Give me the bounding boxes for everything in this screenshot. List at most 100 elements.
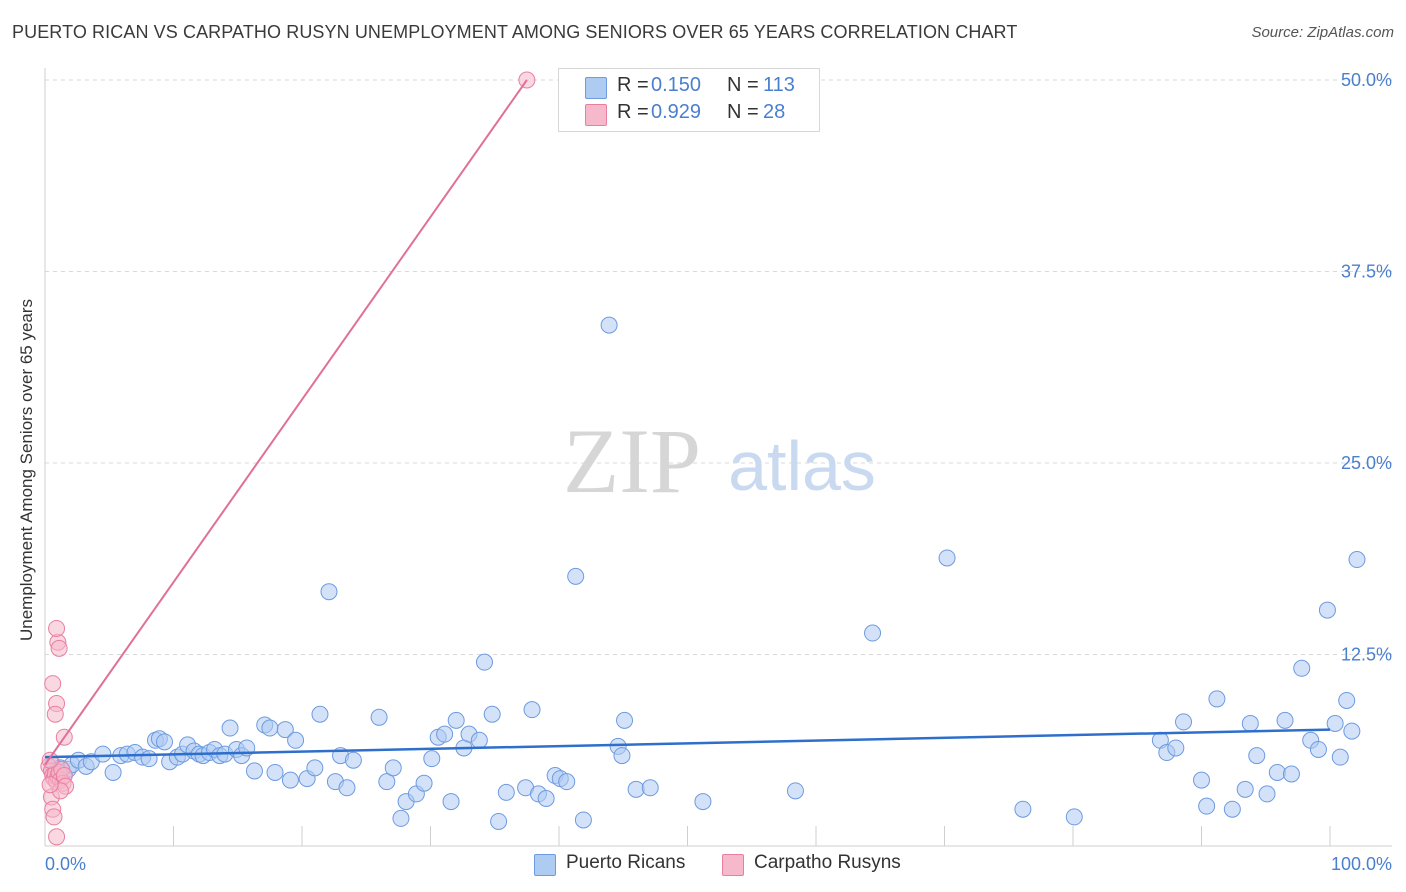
legend-n-value: 28 bbox=[763, 101, 786, 123]
point-puerto-rican bbox=[104, 763, 122, 781]
point-puerto-rican bbox=[415, 774, 433, 792]
y-tick-label: 50.0% bbox=[1341, 70, 1392, 90]
legend-swatch-blue bbox=[585, 77, 607, 99]
point-puerto-rican bbox=[392, 809, 410, 827]
point-puerto-rican bbox=[276, 721, 294, 739]
point-puerto-rican bbox=[483, 705, 501, 723]
point-puerto-rican bbox=[338, 779, 356, 797]
point-carpatho-rusyn bbox=[41, 751, 59, 769]
legend-row-puerto-ricans: R = 0.150 N = 113 bbox=[559, 74, 819, 100]
x-tick-label: 0.0% bbox=[45, 854, 86, 874]
point-puerto-rican bbox=[567, 567, 585, 585]
point-puerto-rican bbox=[641, 779, 659, 797]
point-puerto-rican bbox=[156, 733, 174, 751]
y-tick-label: 25.0% bbox=[1341, 453, 1392, 473]
point-puerto-rican bbox=[558, 773, 576, 791]
point-puerto-rican bbox=[1175, 713, 1193, 731]
legend-n-label: N = bbox=[727, 74, 759, 96]
point-puerto-rican bbox=[1198, 797, 1216, 815]
point-puerto-rican bbox=[470, 731, 488, 749]
stats-legend: R = 0.150 N = 113 R = 0.929 N = 28 bbox=[558, 68, 820, 132]
legend-swatch-puerto-ricans bbox=[534, 854, 556, 876]
trend-line-puerto-ricans bbox=[44, 728, 1331, 759]
point-carpatho-rusyn bbox=[50, 639, 68, 657]
point-puerto-rican bbox=[627, 780, 645, 798]
point-puerto-rican bbox=[1241, 714, 1259, 732]
point-puerto-rican bbox=[1014, 800, 1032, 818]
point-carpatho-rusyn bbox=[45, 808, 63, 826]
point-puerto-rican bbox=[616, 711, 634, 729]
point-puerto-rican bbox=[475, 653, 493, 671]
point-puerto-rican bbox=[261, 719, 279, 737]
point-puerto-rican bbox=[423, 750, 441, 768]
point-puerto-rican bbox=[1338, 691, 1356, 709]
watermark-atlas: atlas bbox=[728, 427, 876, 505]
point-puerto-rican bbox=[694, 793, 712, 811]
point-puerto-rican bbox=[1343, 722, 1361, 740]
point-puerto-rican bbox=[1331, 748, 1349, 766]
point-puerto-rican bbox=[370, 708, 388, 726]
point-puerto-rican bbox=[311, 705, 329, 723]
point-carpatho-rusyn bbox=[46, 705, 64, 723]
point-puerto-rican bbox=[1236, 780, 1254, 798]
legend-row-carpatho-rusyns: R = 0.929 N = 28 bbox=[559, 101, 819, 127]
point-carpatho-rusyn bbox=[48, 828, 66, 846]
point-puerto-rican bbox=[287, 731, 305, 749]
legend-r-label: R = bbox=[617, 74, 649, 96]
point-puerto-rican bbox=[1208, 690, 1226, 708]
y-tick-label: 37.5% bbox=[1341, 262, 1392, 282]
series-puerto-ricans bbox=[44, 316, 1366, 830]
point-puerto-rican bbox=[1276, 711, 1294, 729]
point-puerto-rican bbox=[344, 751, 362, 769]
point-carpatho-rusyn bbox=[44, 675, 62, 693]
point-puerto-rican bbox=[281, 771, 299, 789]
point-puerto-rican bbox=[497, 783, 515, 801]
gridlines bbox=[45, 79, 1392, 655]
legend-r-value: 0.150 bbox=[651, 74, 702, 96]
tick-labels: 12.5% 25.0% 37.5% 50.0% 0.0% 100.0% bbox=[45, 70, 1392, 874]
legend-n-label: N = bbox=[727, 101, 759, 123]
watermark: ZIP atlas bbox=[563, 410, 876, 512]
point-puerto-rican bbox=[1326, 714, 1344, 732]
point-puerto-rican bbox=[1293, 659, 1311, 677]
legend-swatch-carpatho-rusyns bbox=[722, 854, 744, 876]
y-tick-label: 12.5% bbox=[1341, 645, 1392, 665]
point-puerto-rican bbox=[1193, 771, 1210, 789]
legend-label-carpatho-rusyns: Carpatho Rusyns bbox=[754, 852, 901, 873]
x-tick-label: 100.0% bbox=[1331, 854, 1392, 874]
point-carpatho-rusyn bbox=[41, 776, 59, 794]
point-puerto-rican bbox=[378, 773, 396, 791]
point-puerto-rican bbox=[938, 549, 956, 567]
legend-r-label: R = bbox=[617, 101, 649, 123]
point-puerto-rican bbox=[786, 782, 804, 800]
point-puerto-rican bbox=[1318, 601, 1336, 619]
point-puerto-rican bbox=[1223, 800, 1241, 818]
watermark-zip: ZIP bbox=[563, 410, 701, 512]
legend-r-value: 0.929 bbox=[651, 101, 702, 123]
point-puerto-rican bbox=[1248, 747, 1266, 765]
point-puerto-rican bbox=[436, 725, 454, 743]
point-puerto-rican bbox=[442, 793, 460, 811]
legend-swatch-pink bbox=[585, 104, 607, 126]
point-puerto-rican bbox=[1268, 763, 1286, 781]
point-puerto-rican bbox=[1167, 739, 1185, 757]
point-puerto-rican bbox=[490, 812, 508, 830]
point-puerto-rican bbox=[384, 759, 402, 777]
point-puerto-rican bbox=[1065, 808, 1083, 826]
legend-label-puerto-ricans: Puerto Ricans bbox=[566, 852, 686, 873]
point-puerto-rican bbox=[266, 763, 284, 781]
point-puerto-rican bbox=[537, 790, 555, 808]
point-puerto-rican bbox=[140, 750, 158, 768]
trend-line-carpatho-rusyns bbox=[44, 79, 528, 766]
point-puerto-rican bbox=[613, 747, 631, 765]
trend-lines bbox=[44, 79, 1331, 766]
point-puerto-rican bbox=[1282, 765, 1300, 783]
point-puerto-rican bbox=[245, 762, 263, 780]
point-puerto-rican bbox=[94, 745, 112, 763]
point-puerto-rican bbox=[864, 624, 882, 642]
point-puerto-rican bbox=[1309, 740, 1327, 758]
point-puerto-rican bbox=[1258, 785, 1276, 803]
legend-n-value: 113 bbox=[763, 74, 795, 96]
point-carpatho-rusyn bbox=[48, 619, 66, 637]
